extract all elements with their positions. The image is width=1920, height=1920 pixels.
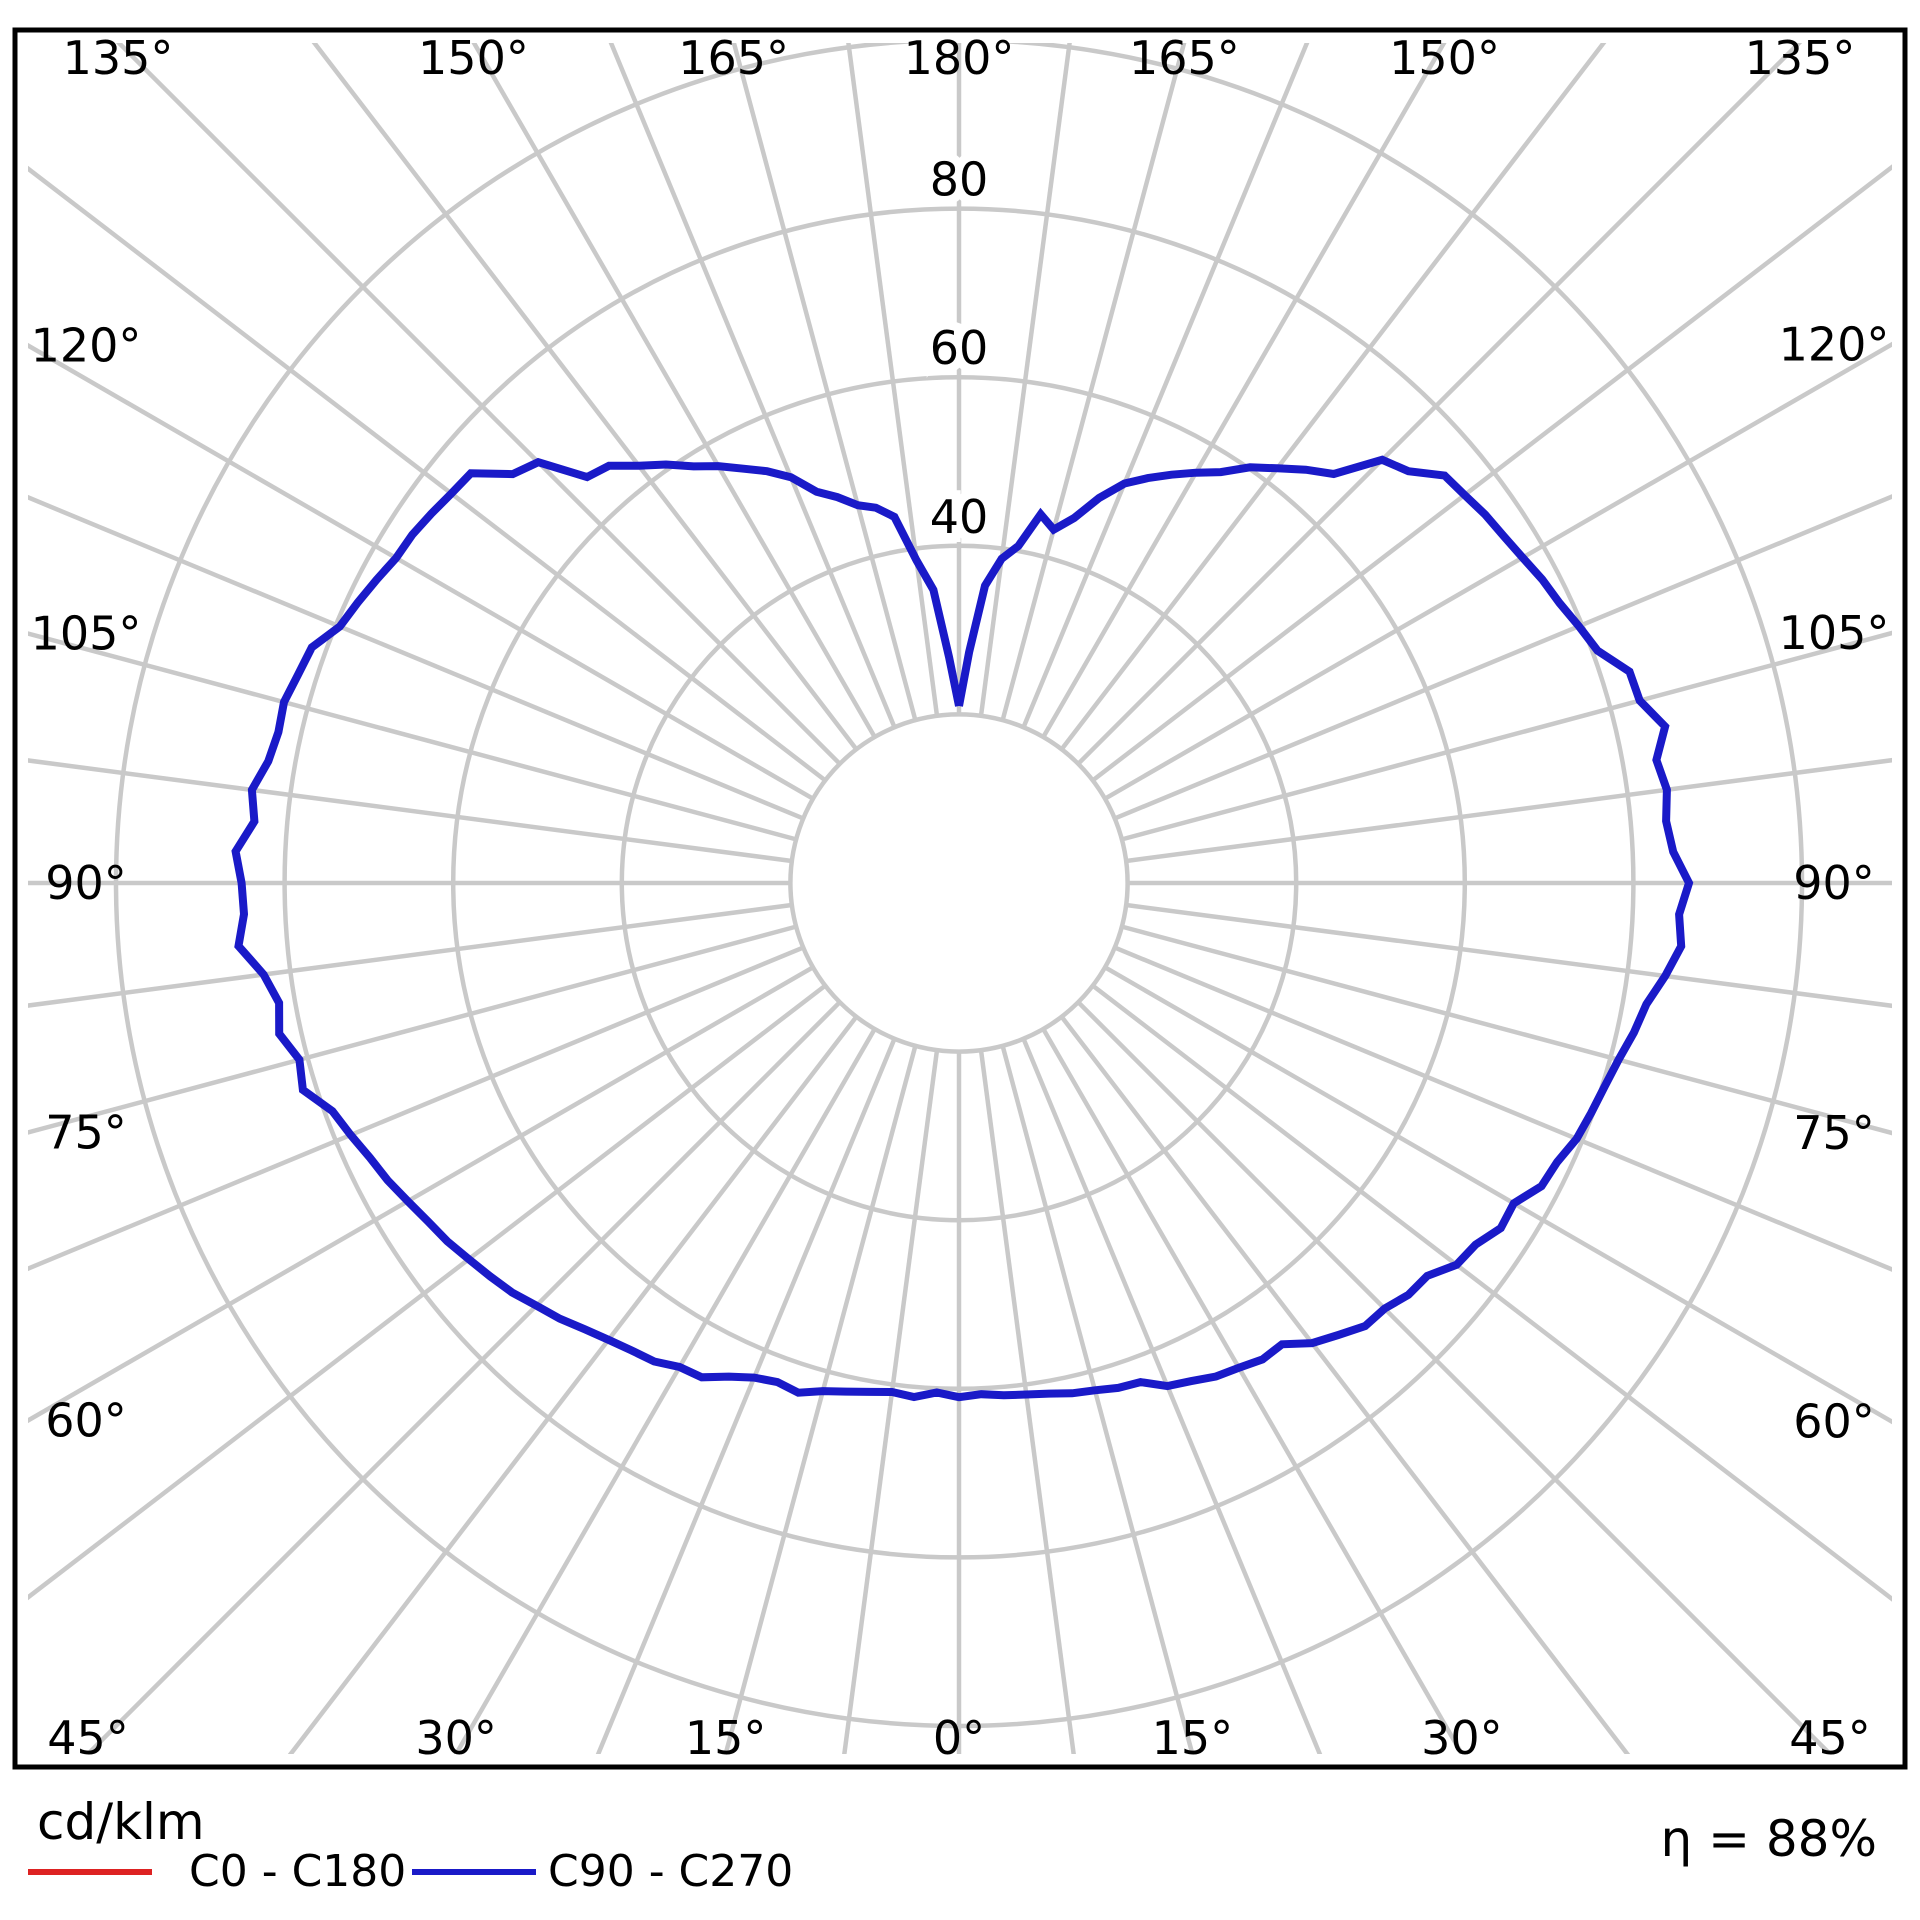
- radius-grid-ring: [619, 543, 1299, 1223]
- units-label: cd/klm: [37, 1793, 205, 1851]
- angle-grid-line: [115, 43, 842, 766]
- angle-label: 120°: [1779, 317, 1890, 371]
- angle-grid-line: [1041, 43, 1447, 739]
- angle-grid-line: [287, 1015, 859, 1754]
- angle-grid-line: [1021, 1037, 1323, 1754]
- angle-grid-line: [1059, 43, 1607, 751]
- angle-grid-line: [1121, 924, 1892, 1136]
- c90-c270-line-swatch: [412, 1868, 536, 1875]
- legend-label-c0-c180: C0 - C180: [189, 1846, 407, 1897]
- angle-grid-line: [1091, 164, 1892, 783]
- angle-grid-line: [608, 43, 897, 729]
- angle-label: 45°: [47, 1711, 129, 1765]
- angle-grid-line: [28, 494, 805, 821]
- angle-label: 180°: [904, 31, 1015, 85]
- angle-grid-line: [842, 1049, 940, 1754]
- angle-label: 90°: [1793, 856, 1875, 910]
- angle-grid-line: [978, 43, 1072, 717]
- angle-grid-line: [1076, 1000, 1834, 1754]
- angle-label: 165°: [1129, 31, 1240, 85]
- angle-label: 165°: [678, 31, 789, 85]
- angle-label: 60°: [45, 1394, 127, 1448]
- angle-grid-line: [28, 758, 793, 864]
- c90-c270-curve: [231, 455, 1694, 1402]
- radius-tick-label: 80: [930, 153, 989, 207]
- angle-grid-line: [453, 1027, 877, 1754]
- angle-label: 15°: [685, 1711, 767, 1765]
- angle-grid-line: [595, 1037, 897, 1754]
- radius-grid-ring: [114, 43, 1804, 1728]
- plot-border: [12, 27, 1908, 1770]
- angle-grid-line: [1113, 945, 1892, 1272]
- angle-grid-line: [1091, 983, 1892, 1602]
- radius-grid-ring: [282, 206, 1636, 1560]
- angle-label: 60°: [1793, 1395, 1875, 1449]
- angle-grid-line: [1059, 1015, 1631, 1754]
- angle-grid-line: [28, 945, 805, 1272]
- angle-grid-line: [1021, 43, 1310, 729]
- angle-label: 0°: [933, 1711, 985, 1765]
- angle-label: 105°: [1779, 606, 1890, 660]
- angle-grid-line: [311, 43, 859, 751]
- legend-item-c0-c180: C0 - C180: [28, 1846, 406, 1897]
- angle-grid-line: [28, 983, 827, 1601]
- angle-label: 45°: [1789, 1711, 1871, 1765]
- angle-label: 75°: [1793, 1106, 1875, 1160]
- angle-label: 90°: [45, 856, 127, 910]
- angle-grid-line: [28, 342, 815, 801]
- angle-label: 150°: [1389, 31, 1500, 85]
- c0-c180-line-swatch: [28, 1868, 152, 1875]
- angle-grid-line: [84, 1000, 842, 1754]
- angle-grid-line: [1076, 43, 1803, 766]
- angle-grid-line: [1103, 965, 1892, 1425]
- angle-grid-line: [1000, 43, 1187, 721]
- radius-tick-label: 40: [930, 490, 989, 544]
- radius-grid-ring: [788, 712, 1130, 1054]
- angle-grid-line: [28, 902, 793, 1008]
- efficiency-label: η = 88%: [1660, 1810, 1877, 1868]
- angle-grid-line: [1041, 1027, 1465, 1754]
- angle-label: 75°: [45, 1105, 127, 1159]
- angle-grid-line: [1103, 341, 1892, 801]
- angle-grid-line: [1121, 630, 1892, 842]
- angle-label: 15°: [1152, 1711, 1234, 1765]
- angle-label: 105°: [31, 607, 142, 661]
- angle-grid-line: [28, 165, 827, 783]
- radius-grid-ring: [450, 374, 1468, 1392]
- angle-label: 150°: [418, 31, 529, 85]
- angle-label: 135°: [63, 31, 174, 85]
- angle-grid-line: [1125, 902, 1892, 1009]
- angle-grid-line: [723, 1045, 918, 1754]
- angle-label: 30°: [415, 1711, 497, 1765]
- angle-grid-line: [1000, 1045, 1195, 1754]
- angle-grid-line: [28, 631, 797, 842]
- legend-item-c90-c270: C90 - C270: [412, 1846, 793, 1897]
- angle-grid-line: [471, 43, 877, 739]
- angle-grid-line: [1125, 757, 1892, 864]
- angle-grid-line: [978, 1049, 1076, 1754]
- angle-grid-line: [28, 924, 797, 1135]
- angle-label: 135°: [1745, 31, 1856, 85]
- radius-tick-label: 60: [930, 321, 989, 375]
- angle-grid-line: [846, 43, 940, 717]
- angle-grid-line: [1113, 494, 1892, 821]
- angle-grid-line: [731, 43, 918, 721]
- angle-grid-line: [28, 965, 815, 1424]
- angle-label: 120°: [31, 318, 142, 372]
- legend-label-c90-c270: C90 - C270: [548, 1846, 794, 1897]
- angle-label: 30°: [1421, 1711, 1503, 1765]
